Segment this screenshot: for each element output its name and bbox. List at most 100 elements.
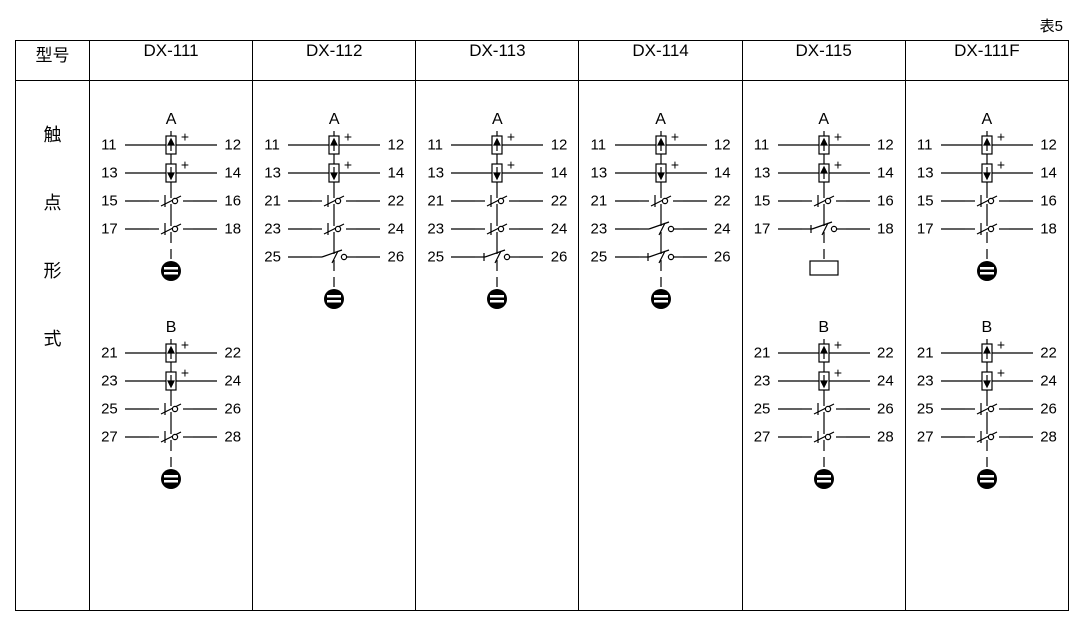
svg-text:+: + bbox=[181, 131, 189, 145]
terminal-right: 14 bbox=[707, 165, 731, 182]
rung: 1718 bbox=[917, 215, 1057, 243]
terminal-left: 11 bbox=[917, 137, 941, 154]
rung: 1314+ bbox=[101, 159, 241, 187]
terminal-right: 12 bbox=[870, 137, 894, 154]
body-row: 触点形式 A1112+1314+15161718B2122+2324+25262… bbox=[16, 81, 1069, 611]
ground-icon bbox=[314, 277, 354, 317]
svg-text:+: + bbox=[181, 339, 189, 353]
section-label: B bbox=[982, 319, 993, 337]
terminal-right: 14 bbox=[380, 165, 404, 182]
box-icon bbox=[804, 249, 844, 289]
terminal-left: 25 bbox=[917, 401, 941, 418]
svg-text:+: + bbox=[997, 339, 1005, 353]
terminal-right: 24 bbox=[1033, 373, 1057, 390]
ladder: 2122+2324+25262728 bbox=[101, 339, 241, 497]
model-cell: A1112+1314+15161718B2122+2324+25262728 bbox=[905, 81, 1068, 611]
section-label: A bbox=[655, 111, 666, 129]
section-label: A bbox=[492, 111, 503, 129]
terminal-right: 24 bbox=[543, 221, 567, 238]
rung: 1112+ bbox=[591, 131, 731, 159]
terminal-right: 24 bbox=[380, 221, 404, 238]
terminal-right: 22 bbox=[217, 345, 241, 362]
svg-text:+: + bbox=[997, 367, 1005, 381]
svg-text:+: + bbox=[344, 131, 352, 145]
rung: 2122+ bbox=[101, 339, 241, 367]
terminal-left: 11 bbox=[101, 137, 125, 154]
terminal-left: 27 bbox=[754, 429, 778, 446]
rung: 2324+ bbox=[754, 367, 894, 395]
terminal-right: 14 bbox=[1033, 165, 1057, 182]
terminal-left: 21 bbox=[754, 345, 778, 362]
svg-text:+: + bbox=[834, 339, 842, 353]
ladder: 1112+1314+212223242526 bbox=[591, 131, 731, 317]
svg-text:+: + bbox=[670, 131, 678, 145]
svg-text:+: + bbox=[834, 367, 842, 381]
ground-icon bbox=[967, 249, 1007, 289]
rung: 2526 bbox=[427, 243, 567, 271]
rung: 1314+ bbox=[591, 159, 731, 187]
rung: 2728 bbox=[917, 423, 1057, 451]
side-label-char: 式 bbox=[44, 325, 62, 351]
contact-section: A1112+1314+15161718 bbox=[743, 81, 905, 289]
rung: 2526 bbox=[264, 243, 404, 271]
terminal-right: 24 bbox=[870, 373, 894, 390]
contact-form-table: 型号 DX-111DX-112DX-113DX-114DX-115DX-111F… bbox=[15, 40, 1069, 611]
terminal-right: 16 bbox=[1033, 193, 1057, 210]
terminal-right: 26 bbox=[543, 249, 567, 266]
section-label: B bbox=[818, 319, 829, 337]
terminal-right: 28 bbox=[870, 429, 894, 446]
rung: 2324 bbox=[591, 215, 731, 243]
side-label-cell: 触点形式 bbox=[16, 81, 90, 611]
terminal-left: 23 bbox=[264, 221, 288, 238]
contact-section: B 2122+ 23 24 +25 26 2728 bbox=[906, 289, 1068, 497]
rung: 1314+ bbox=[754, 159, 894, 187]
terminal-right: 12 bbox=[543, 137, 567, 154]
side-label-char: 触 bbox=[44, 121, 62, 147]
diagram-wrapper: 表5 型号 DX-111DX-112DX-113DX-114DX-115DX-1… bbox=[15, 15, 1069, 611]
ground-icon bbox=[641, 277, 681, 317]
terminal-right: 22 bbox=[870, 345, 894, 362]
terminal-left: 23 bbox=[917, 373, 941, 390]
terminal-right: 12 bbox=[217, 137, 241, 154]
terminal-right: 14 bbox=[870, 165, 894, 182]
rung: 1112+ bbox=[264, 131, 404, 159]
model-cell: A1112+1314+212223242526 bbox=[579, 81, 742, 611]
svg-text:+: + bbox=[670, 159, 678, 173]
svg-text:+: + bbox=[181, 159, 189, 173]
terminal-right: 22 bbox=[380, 193, 404, 210]
rung: 21 22 + bbox=[754, 339, 894, 367]
terminal-right: 12 bbox=[1033, 137, 1057, 154]
terminal-right: 26 bbox=[707, 249, 731, 266]
ladder: 2122+2324+25262728 bbox=[754, 339, 894, 497]
terminal-left: 25 bbox=[101, 401, 125, 418]
terminal-right: 18 bbox=[870, 221, 894, 238]
rung: 1718 bbox=[754, 215, 894, 243]
rung: 2122+ bbox=[917, 339, 1057, 367]
contact-section: A1112+1314+212223242526 bbox=[579, 81, 741, 317]
rung: 2324+ bbox=[101, 367, 241, 395]
rung: 27 28 bbox=[754, 423, 894, 451]
rung: 1314+ bbox=[427, 159, 567, 187]
rung: 25 26 bbox=[917, 395, 1057, 423]
rung: 23 24 + bbox=[917, 367, 1057, 395]
rung: 1516 bbox=[754, 187, 894, 215]
rung: 23 24 bbox=[264, 215, 404, 243]
terminal-left: 21 bbox=[917, 345, 941, 362]
terminal-left: 27 bbox=[101, 429, 125, 446]
rung: 25 26 bbox=[591, 243, 731, 271]
terminal-right: 16 bbox=[217, 193, 241, 210]
terminal-left: 25 bbox=[591, 249, 615, 266]
terminal-left: 17 bbox=[101, 221, 125, 238]
terminal-left: 15 bbox=[101, 193, 125, 210]
svg-text:+: + bbox=[834, 159, 842, 173]
rung: 2728 bbox=[101, 423, 241, 451]
header-row-label: 型号 bbox=[16, 41, 90, 81]
ladder: 1112+1314+15161718 bbox=[754, 131, 894, 289]
terminal-right: 28 bbox=[1033, 429, 1057, 446]
model-cell: A1112+1314+15161718B2122+2324+25262728 bbox=[90, 81, 253, 611]
terminal-left: 13 bbox=[101, 165, 125, 182]
terminal-right: 26 bbox=[1033, 401, 1057, 418]
terminal-left: 21 bbox=[591, 193, 615, 210]
terminal-left: 13 bbox=[264, 165, 288, 182]
svg-text:+: + bbox=[344, 159, 352, 173]
